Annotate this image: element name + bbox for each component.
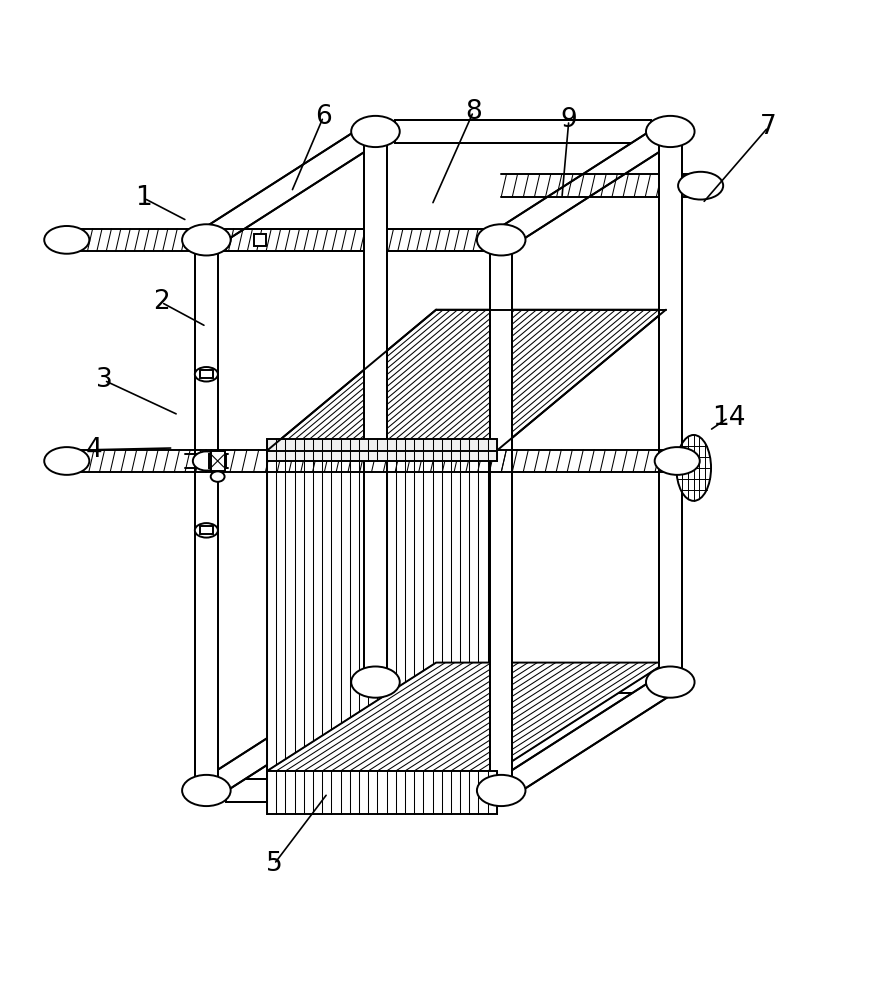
Text: 5: 5: [266, 851, 283, 877]
Text: 3: 3: [96, 367, 113, 393]
Bar: [209, 454, 226, 468]
Ellipse shape: [193, 230, 220, 249]
Polygon shape: [200, 122, 381, 249]
Bar: [267, 439, 497, 461]
Bar: [200, 526, 213, 534]
Ellipse shape: [477, 775, 525, 806]
Ellipse shape: [646, 666, 694, 698]
Text: 4: 4: [85, 437, 102, 463]
Text: 1: 1: [136, 185, 152, 211]
Bar: [267, 771, 497, 814]
Bar: [490, 252, 513, 778]
Ellipse shape: [677, 435, 711, 501]
Bar: [195, 252, 218, 778]
Polygon shape: [495, 122, 677, 249]
Bar: [659, 144, 682, 670]
Ellipse shape: [195, 367, 218, 382]
Ellipse shape: [193, 451, 220, 471]
Ellipse shape: [182, 224, 231, 255]
Bar: [200, 370, 213, 378]
Ellipse shape: [477, 224, 525, 255]
Ellipse shape: [646, 116, 694, 147]
Bar: [226, 229, 482, 251]
Bar: [395, 120, 651, 143]
Ellipse shape: [352, 666, 400, 698]
Ellipse shape: [44, 447, 89, 475]
Ellipse shape: [352, 116, 400, 147]
Ellipse shape: [44, 226, 89, 254]
Bar: [395, 671, 651, 693]
Bar: [267, 779, 497, 801]
Polygon shape: [495, 673, 677, 800]
Ellipse shape: [195, 523, 218, 538]
Ellipse shape: [678, 172, 723, 200]
Bar: [254, 234, 266, 246]
Text: 9: 9: [560, 107, 577, 133]
Bar: [267, 451, 497, 790]
Bar: [364, 144, 387, 670]
Text: 6: 6: [315, 104, 332, 130]
Text: 2: 2: [153, 289, 170, 315]
Polygon shape: [267, 663, 666, 771]
Ellipse shape: [211, 471, 225, 482]
Text: 7: 7: [760, 114, 777, 140]
Ellipse shape: [655, 447, 700, 475]
Text: 8: 8: [465, 99, 482, 125]
Polygon shape: [267, 310, 666, 451]
Bar: [211, 451, 225, 471]
Bar: [226, 779, 482, 802]
Polygon shape: [200, 673, 381, 800]
Ellipse shape: [182, 775, 231, 806]
Text: 14: 14: [712, 405, 745, 431]
